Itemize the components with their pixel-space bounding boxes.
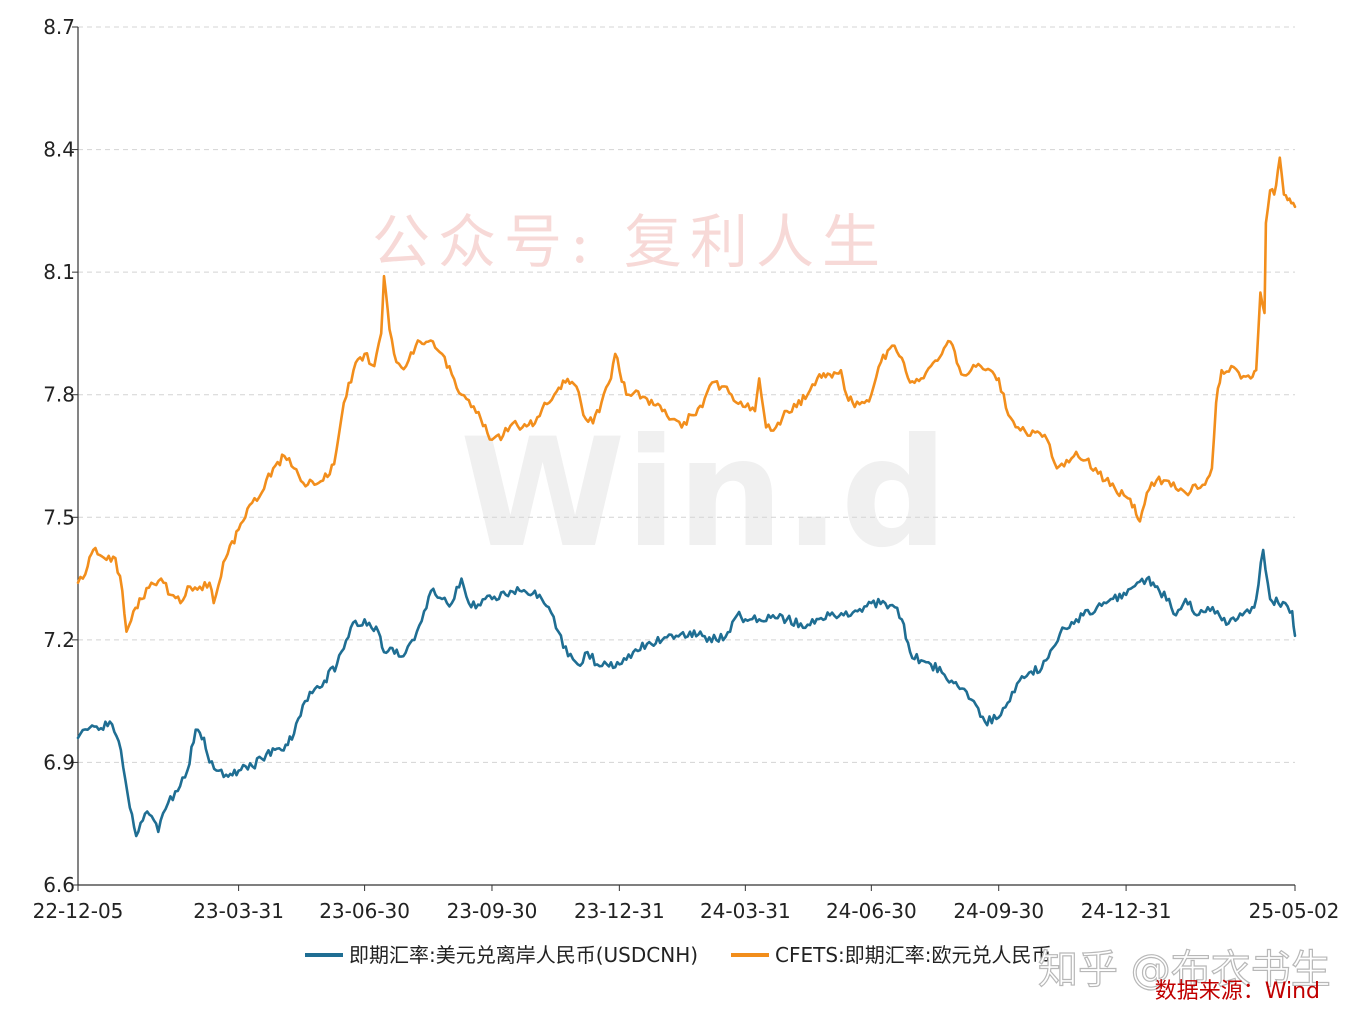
series-lines [76,156,1297,838]
y-tick-label: 6.6 [43,873,75,897]
x-tick-label: 25-05-02 [1249,899,1340,923]
x-tick-label: 24-09-30 [953,899,1044,923]
x-tick-label: 22-12-05 [33,899,124,923]
y-tick-label: 7.5 [43,505,75,529]
x-tick-label: 24-12-31 [1081,899,1172,923]
zhihu-watermark: 知乎 @布衣书生 [1038,947,1331,993]
x-tick-label: 23-06-30 [319,899,410,923]
legend-label-usdcnh: 即期汇率:美元兑离岸人民币(USDCNH) [349,943,698,967]
x-tick-label: 23-12-31 [574,899,665,923]
series-line-usdcnh [76,548,1297,838]
x-tick-label: 24-03-31 [700,899,791,923]
wechat-watermark: 公众号: 复利人生 [372,208,888,276]
watermark-layer: Win.d 公众号: 复利人生 [372,208,948,581]
wind-logo-watermark: Win.d [460,407,948,581]
x-tick-label: 24-06-30 [826,899,917,923]
data-source-label: 数据来源：Wind [1155,979,1320,1004]
y-tick-label: 8.4 [43,138,75,162]
y-tick-label: 7.2 [43,628,75,652]
legend-label-eurcny: CFETS:即期汇率:欧元兑人民币 [775,943,1052,967]
x-tick-label: 23-03-31 [193,899,284,923]
axes: 6.6 6.9 7.2 7.5 7.8 8.1 8.4 8.7 22-12-05 23-03-31… [33,15,1340,923]
y-tick-label: 8.7 [43,15,75,39]
legend: 即期汇率:美元兑离岸人民币(USDCNH) CFETS:即期汇率:欧元兑人民币 [305,943,1052,967]
gridlines [78,26,1295,763]
y-tick-label: 7.8 [43,383,75,407]
series-line-eurcny [76,156,1297,633]
y-tick-label: 6.9 [43,750,75,774]
x-tick-label: 23-09-30 [447,899,538,923]
y-tick-label: 8.1 [43,260,75,284]
